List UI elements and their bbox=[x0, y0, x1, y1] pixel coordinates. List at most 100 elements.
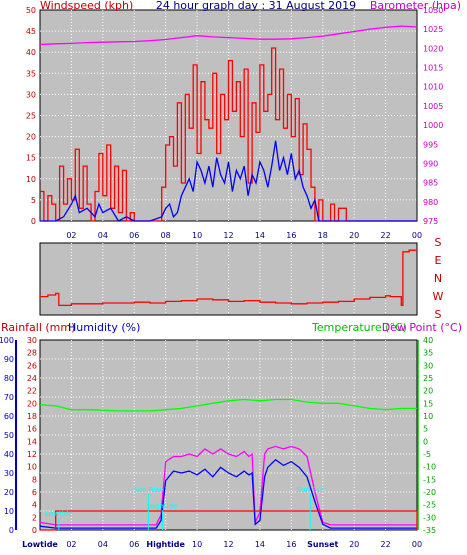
humidity-tick-label: 10 bbox=[4, 507, 14, 516]
temperature-label: Temperature (°C) bbox=[311, 321, 407, 334]
temperature-tick-label: 40 bbox=[423, 336, 433, 345]
rain-tick-label: 0 bbox=[32, 526, 37, 535]
wind-tick-label: 20 bbox=[26, 133, 36, 142]
x-tick-label: 16 bbox=[286, 540, 296, 549]
temperature-tick-label: 0 bbox=[423, 437, 428, 446]
barometer-tick-label: 1015 bbox=[423, 64, 443, 73]
rain-tick-label: 2 bbox=[32, 513, 37, 522]
humidity-line bbox=[39, 458, 417, 529]
wind-tick-label: 35 bbox=[26, 69, 36, 78]
barometer-line bbox=[39, 25, 418, 46]
humidity-tick-label: 80 bbox=[4, 374, 14, 383]
humidity-tick-label: 90 bbox=[4, 355, 14, 364]
x-tick-label: 20 bbox=[349, 231, 359, 240]
humidity-tick-label: 40 bbox=[4, 450, 14, 459]
x-tick-label: 18 bbox=[318, 231, 328, 240]
wind-tick-label: 40 bbox=[26, 48, 36, 57]
rain-tick-label: 26 bbox=[27, 361, 37, 370]
x-tick-label: Sunset bbox=[307, 540, 338, 549]
wind-gust-line bbox=[40, 47, 417, 222]
direction-label: N bbox=[434, 272, 442, 285]
rain-tick-label: 22 bbox=[27, 387, 37, 396]
wind-tick-label: 50 bbox=[26, 6, 36, 15]
x-tick-label: 08 bbox=[161, 231, 171, 240]
temperature-tick-label: 10 bbox=[423, 412, 433, 421]
barometer-tick-label: 1000 bbox=[423, 121, 443, 130]
temperature-tick-label: 25 bbox=[423, 374, 433, 383]
wind-right-label: Barometer (hpa) bbox=[370, 0, 461, 12]
wind-tick-label: 5 bbox=[31, 196, 36, 205]
dewpoint-label: Dew Point (°C) bbox=[382, 321, 462, 334]
rain-tick-label: 12 bbox=[27, 450, 37, 459]
dewpoint-line bbox=[39, 445, 417, 526]
wind-direction-line bbox=[40, 249, 418, 307]
annotation-label: Sun Rise bbox=[133, 486, 163, 494]
temperature-tick-label: -15 bbox=[423, 475, 436, 484]
rainfall-line bbox=[40, 510, 418, 531]
humidity-tick-label: 70 bbox=[4, 393, 14, 402]
direction-label: W bbox=[433, 290, 444, 303]
temperature-tick-label: -5 bbox=[423, 450, 431, 459]
x-tick-label: 22 bbox=[380, 540, 390, 549]
x-tick-label: 00 bbox=[412, 540, 422, 549]
rain-tick-label: 20 bbox=[27, 399, 37, 408]
humidity-tick-label: 60 bbox=[4, 412, 14, 421]
x-tick-label: 12 bbox=[223, 540, 233, 549]
barometer-tick-label: 995 bbox=[423, 140, 438, 149]
humidity-tick-label: 100 bbox=[0, 336, 14, 345]
chart-title: 24 hour graph day : 31 August 2019 bbox=[156, 0, 356, 12]
temperature-tick-label: 15 bbox=[423, 399, 433, 408]
x-tick-label: 10 bbox=[192, 231, 202, 240]
barometer-tick-label: 1020 bbox=[423, 44, 443, 53]
barometer-tick-label: 980 bbox=[423, 198, 438, 207]
barometer-tick-label: 975 bbox=[423, 217, 438, 226]
humidity-label: Humidity (%) bbox=[68, 321, 140, 334]
temperature-tick-label: -30 bbox=[423, 513, 436, 522]
wind-tick-label: 45 bbox=[26, 27, 36, 36]
temperature-tick-label: -20 bbox=[423, 488, 436, 497]
annotation-label: Sun Set bbox=[297, 486, 324, 494]
humidity-tick-label: 30 bbox=[4, 469, 14, 478]
wind-tick-label: 30 bbox=[26, 90, 36, 99]
barometer-tick-label: 1025 bbox=[423, 25, 443, 34]
x-tick-label: 14 bbox=[255, 231, 265, 240]
humidity-tick-label: 20 bbox=[4, 488, 14, 497]
barometer-tick-label: 1010 bbox=[423, 83, 443, 92]
rain-tick-label: 18 bbox=[27, 412, 37, 421]
temperature-tick-label: -35 bbox=[423, 526, 436, 535]
wind-tick-label: 15 bbox=[26, 154, 36, 163]
wind-average-line bbox=[40, 140, 417, 222]
rain-tick-label: 6 bbox=[32, 488, 37, 497]
x-tick-label: Lowtide bbox=[22, 540, 58, 549]
rainfall-label: Rainfall (mm) bbox=[1, 321, 75, 334]
x-tick-label: 12 bbox=[223, 231, 233, 240]
x-tick-label: 04 bbox=[98, 540, 108, 549]
barometer-tick-label: 1005 bbox=[423, 102, 443, 111]
rain-tick-label: 30 bbox=[27, 336, 37, 345]
x-tick-label: 04 bbox=[98, 231, 108, 240]
x-tick-label: Hightide bbox=[146, 540, 185, 549]
climate-plot-area bbox=[39, 339, 418, 531]
rain-tick-label: 24 bbox=[27, 374, 37, 383]
temperature-line bbox=[39, 398, 417, 412]
rain-tick-label: 10 bbox=[27, 463, 37, 472]
wind-tick-label: 0 bbox=[31, 217, 36, 226]
humidity-tick-label: 50 bbox=[4, 431, 14, 440]
wind-left-label: Windspeed (kph) bbox=[40, 0, 133, 12]
x-tick-label: 02 bbox=[66, 231, 76, 240]
x-tick-label: 10 bbox=[192, 540, 202, 549]
barometer-tick-label: 1030 bbox=[423, 6, 443, 15]
annotation-label: Hightide bbox=[148, 502, 178, 510]
rain-tick-label: 8 bbox=[32, 475, 37, 484]
rain-tick-label: 4 bbox=[32, 501, 37, 510]
temperature-tick-label: 20 bbox=[423, 387, 433, 396]
temperature-tick-label: -10 bbox=[423, 463, 436, 472]
temperature-tick-label: 5 bbox=[423, 425, 428, 434]
annotation-label: Lowtide bbox=[45, 510, 72, 518]
direction-label: S bbox=[435, 236, 442, 249]
direction-label: S bbox=[435, 308, 442, 321]
x-tick-label: 20 bbox=[349, 540, 359, 549]
temperature-tick-label: 35 bbox=[423, 349, 433, 358]
x-tick-label: 06 bbox=[129, 540, 139, 549]
